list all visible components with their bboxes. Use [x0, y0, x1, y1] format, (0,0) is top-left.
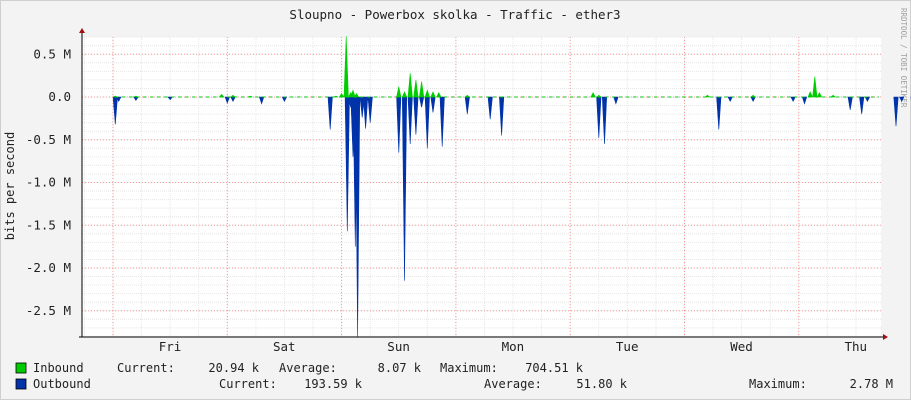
x-axis-arrow: [883, 334, 888, 340]
y-tick-label: 0.5 M: [33, 46, 71, 61]
x-tick-label: Tue: [616, 339, 639, 354]
x-tick-label: Mon: [502, 339, 525, 354]
axes: [79, 28, 888, 340]
inbound-average-label: Average:: [279, 361, 337, 375]
y-tick-label: -1.0 M: [26, 175, 71, 190]
legend-name-outbound: Outbound: [33, 377, 91, 391]
y-axis-arrow: [79, 28, 85, 33]
rrdtool-watermark: RRDTOOL / TOBI OETIKER: [899, 8, 908, 108]
inbound-current-label: Current:: [117, 361, 175, 375]
outbound-current-label: Current:: [219, 377, 277, 391]
y-tick-label: -2.5 M: [26, 303, 71, 318]
x-tick-label: Thu: [845, 339, 868, 354]
legend-item-inbound: Inbound Current: 20.94 k Average: 8.07 k…: [15, 361, 584, 375]
grid-lines: [82, 36, 881, 337]
plot-area: [82, 37, 881, 337]
inbound-current-value: 20.94 k: [208, 361, 259, 375]
outbound-average-value: 51.80 k: [576, 377, 627, 391]
series-outbound-area: [112, 96, 911, 337]
legend: Inbound Current: 20.94 k Average: 8.07 k…: [15, 361, 893, 391]
legend-name-inbound: Inbound: [33, 361, 84, 375]
y-axis-label: bits per second: [3, 132, 17, 240]
x-tick-label: Sun: [387, 339, 410, 354]
legend-swatch-inbound: [15, 362, 27, 374]
y-tick-label: -1.5 M: [26, 217, 71, 232]
inbound-maximum-label: Maximum:: [440, 361, 498, 375]
y-tick-label: 0.0: [48, 89, 71, 104]
outbound-current-value: 193.59 k: [304, 377, 363, 391]
data-areas: [112, 36, 911, 337]
x-tick-label: Wed: [730, 339, 753, 354]
y-tick-label: -2.0 M: [26, 260, 71, 275]
x-tick-label: Sat: [273, 339, 296, 354]
y-tick-label: -0.5 M: [26, 132, 71, 147]
tick-labels: 0.5 M 0.0 -0.5 M -1.0 M -1.5 M -2.0 M -2.5 M Fr…: [26, 46, 867, 354]
legend-swatch-outbound: [15, 378, 27, 390]
legend-item-outbound: Outbound Current: 193.59 k Average: 51.8…: [15, 377, 893, 391]
outbound-maximum-label: Maximum:: [749, 377, 807, 391]
inbound-average-value: 8.07 k: [378, 361, 422, 375]
chart-title: Sloupno - Powerbox skolka - Traffic - et…: [289, 7, 620, 22]
x-tick-label: Fri: [159, 339, 182, 354]
outbound-average-label: Average:: [484, 377, 542, 391]
outbound-maximum-value: 2.78 M: [850, 377, 893, 391]
inbound-maximum-value: 704.51 k: [525, 361, 584, 375]
